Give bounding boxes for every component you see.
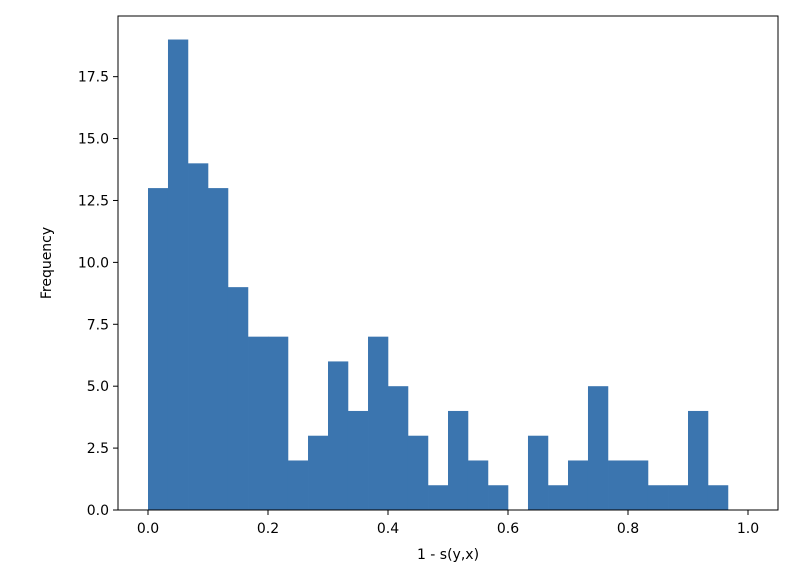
y-tick-label: 15.0 bbox=[78, 132, 109, 148]
histogram-bar bbox=[287, 460, 309, 510]
histogram-bar bbox=[668, 485, 689, 510]
x-tick-label: 0.4 bbox=[377, 521, 399, 537]
histogram-bar bbox=[248, 336, 269, 510]
y-tick-label: 5.0 bbox=[87, 379, 109, 395]
y-tick-label: 7.5 bbox=[87, 317, 109, 333]
histogram-bar bbox=[628, 460, 649, 510]
histogram-bar bbox=[428, 485, 449, 510]
histogram-bar bbox=[388, 386, 409, 510]
histogram-bar bbox=[707, 485, 729, 510]
histogram-bar bbox=[568, 460, 589, 510]
x-tick-label: 0.2 bbox=[257, 521, 279, 537]
histogram-bar bbox=[167, 39, 189, 511]
y-axis-label: Frequency bbox=[39, 227, 55, 299]
bars-group bbox=[148, 39, 729, 511]
histogram-bar bbox=[488, 485, 509, 510]
y-tick-label: 0.0 bbox=[87, 503, 109, 519]
x-axis-ticks: 0.0 0.2 0.4 0.6 0.8 1.0 bbox=[137, 510, 759, 537]
histogram-bar bbox=[407, 435, 429, 510]
histogram-bar bbox=[268, 336, 289, 510]
x-axis-label: 1 - s(y,x) bbox=[417, 547, 479, 563]
y-tick-label: 17.5 bbox=[78, 70, 109, 86]
histogram-bar bbox=[647, 485, 669, 510]
x-tick-label: 1.0 bbox=[737, 521, 759, 537]
histogram-bar bbox=[227, 287, 249, 510]
histogram-bar bbox=[347, 410, 369, 510]
y-tick-label: 10.0 bbox=[78, 255, 109, 271]
y-tick-label: 2.5 bbox=[87, 441, 109, 457]
x-tick-label: 0.8 bbox=[617, 521, 639, 537]
x-tick-label: 0.0 bbox=[137, 521, 159, 537]
y-axis-ticks: 0.0 2.5 5.0 7.5 10.0 12.5 15.0 17.5 bbox=[78, 70, 118, 519]
histogram-bar bbox=[527, 435, 549, 510]
histogram-bar bbox=[368, 336, 389, 510]
histogram-bar bbox=[608, 460, 629, 510]
histogram-bar bbox=[188, 163, 209, 511]
y-tick-label: 12.5 bbox=[78, 193, 109, 209]
histogram-bar bbox=[448, 410, 469, 510]
histogram-bar bbox=[587, 386, 609, 510]
histogram-bar bbox=[308, 435, 329, 510]
histogram-bar bbox=[148, 188, 169, 510]
histogram-bar bbox=[328, 361, 349, 510]
histogram-bar bbox=[208, 188, 229, 510]
histogram-bar bbox=[548, 485, 569, 510]
plot-frame bbox=[117, 15, 779, 511]
histogram-bar bbox=[467, 460, 489, 510]
histogram-bar bbox=[688, 410, 709, 510]
x-tick-label: 0.6 bbox=[497, 521, 519, 537]
